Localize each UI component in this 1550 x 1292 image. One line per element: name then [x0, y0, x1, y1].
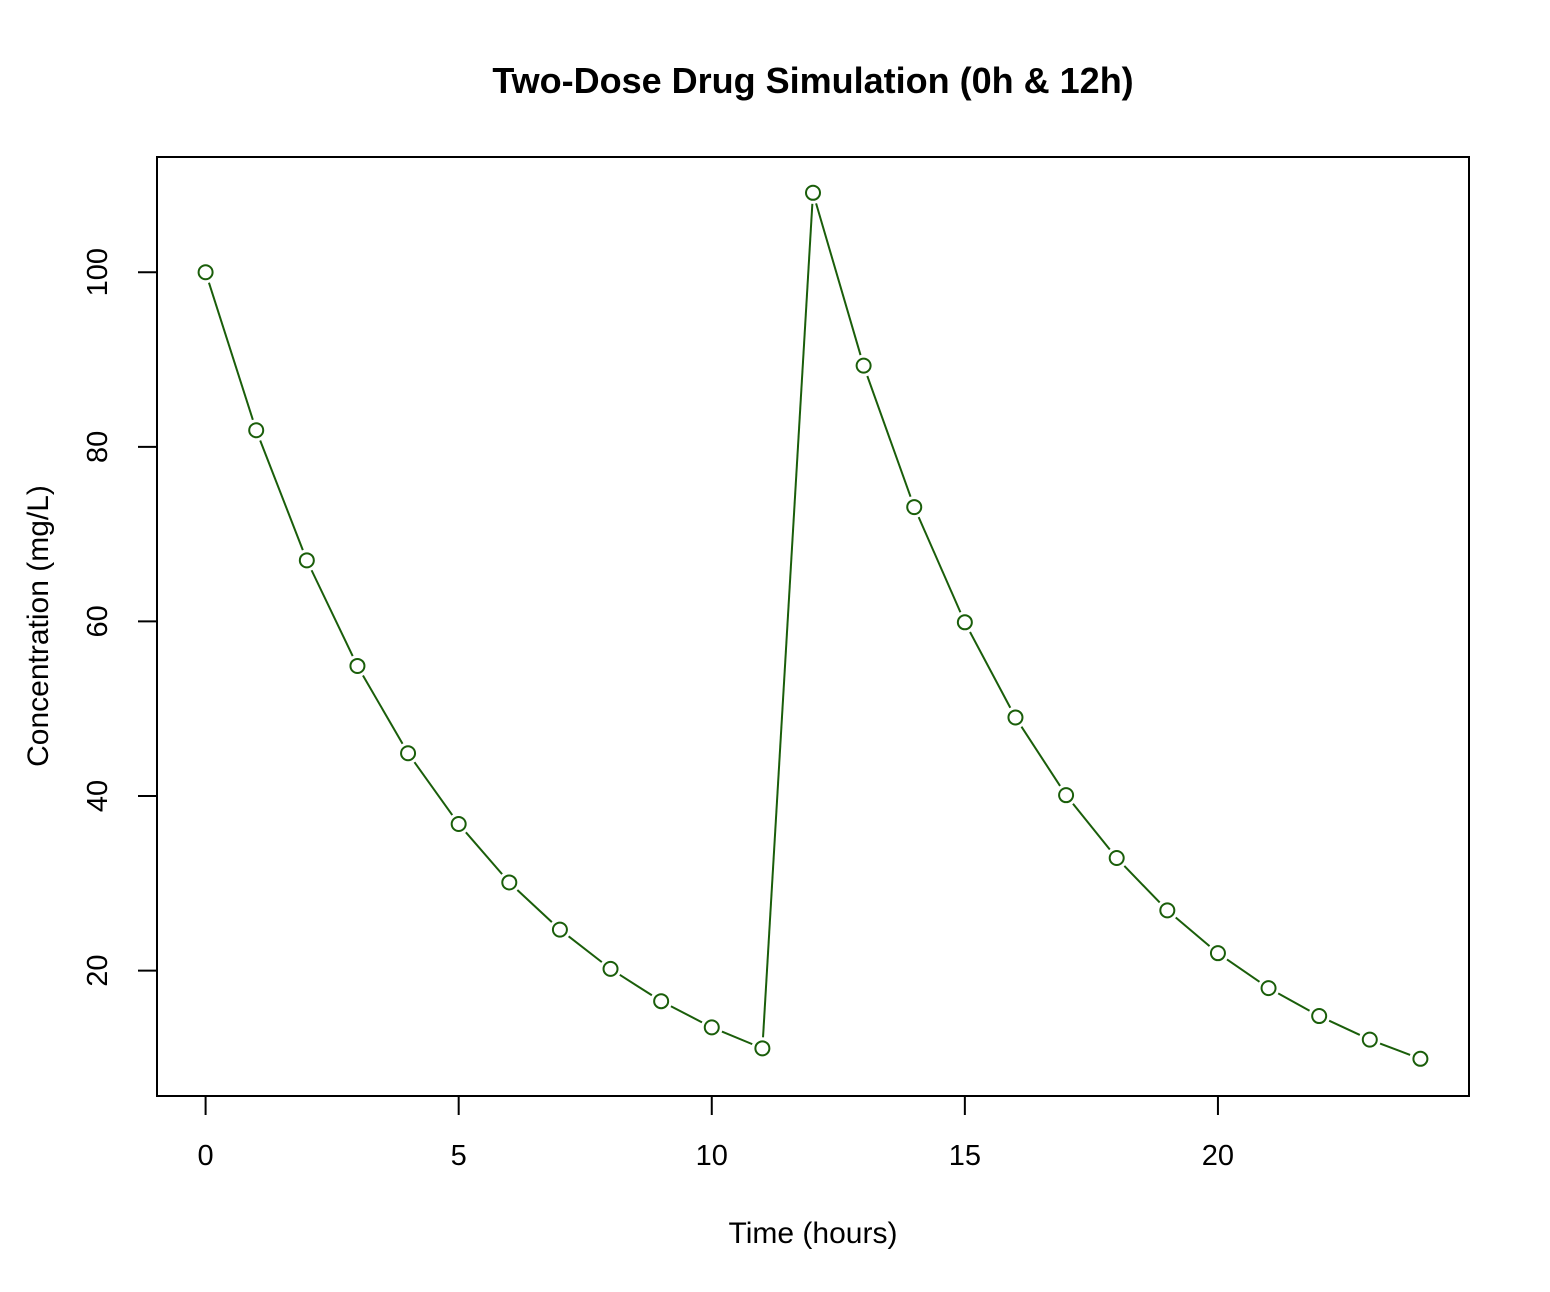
y-axis-label: Concentration (mg/L) [22, 485, 55, 767]
data-point [956, 614, 973, 631]
x-tick-label: 20 [1202, 1140, 1234, 1172]
data-point [1260, 980, 1277, 997]
x-tick-label: 0 [198, 1140, 214, 1172]
data-point [197, 264, 214, 281]
series-line-segment [619, 973, 653, 997]
y-tick-label: 60 [82, 605, 114, 637]
data-point [703, 1019, 720, 1036]
series-line-segment [1328, 1019, 1361, 1036]
series-line-segment [567, 935, 603, 963]
data-point [653, 993, 670, 1010]
series-line-segment [1175, 916, 1211, 947]
data-point [248, 422, 265, 439]
series-line-segment [362, 674, 404, 745]
data-point [1007, 709, 1024, 726]
data-point [1311, 1008, 1328, 1025]
data-point [1159, 902, 1176, 919]
data-point [1209, 945, 1226, 962]
series-line-segment [516, 889, 553, 923]
series-line-segment [413, 761, 454, 816]
data-point [501, 874, 518, 891]
y-tick-label: 20 [82, 955, 114, 987]
data-point [602, 960, 619, 977]
series-line-segment [1072, 803, 1111, 851]
data-series [197, 184, 1429, 1067]
series-line-segment [465, 831, 503, 875]
series-line-segment [1226, 958, 1261, 983]
data-point [1412, 1050, 1429, 1067]
data-point [754, 1040, 771, 1057]
data-point [906, 499, 923, 516]
plot-frame [156, 156, 1470, 1097]
data-point [551, 921, 568, 938]
y-tick-label: 40 [82, 780, 114, 812]
data-point [855, 357, 872, 374]
series-line-segment [310, 569, 354, 657]
data-point [805, 184, 821, 201]
series-line-segment [866, 375, 912, 498]
series-line-segment [815, 203, 862, 356]
series-line-segment [207, 282, 254, 421]
series-line-segment [969, 631, 1012, 709]
data-point [298, 552, 315, 569]
y-tick-label: 80 [82, 431, 114, 463]
x-tick-label: 5 [451, 1140, 467, 1172]
data-point [1108, 850, 1125, 867]
data-point [400, 745, 417, 762]
x-axis-label: Time (hours) [729, 1217, 898, 1250]
x-tick-label: 15 [949, 1140, 981, 1172]
data-point [450, 815, 467, 832]
series-line-segment [1277, 992, 1311, 1012]
data-point [1058, 787, 1075, 804]
y-axis: 20 40 60 80 100 [82, 248, 158, 987]
series-line-segment [670, 1005, 703, 1024]
series-line-segment [762, 203, 814, 1038]
series-line-segment [917, 516, 962, 613]
data-point [349, 657, 366, 674]
chart-title: Two-Dose Drug Simulation (0h & 12h) [492, 60, 1133, 101]
series-line-segment [721, 1030, 753, 1046]
series-line-segment [259, 440, 304, 551]
series-line-segment [1379, 1042, 1411, 1056]
y-tick-label: 100 [82, 248, 114, 296]
x-axis: 0 5 10 15 20 [198, 1095, 1234, 1172]
x-tick-label: 10 [696, 1140, 728, 1172]
data-point [1361, 1031, 1378, 1048]
series-line-segment [1123, 865, 1161, 904]
series-line-segment [1020, 726, 1061, 787]
